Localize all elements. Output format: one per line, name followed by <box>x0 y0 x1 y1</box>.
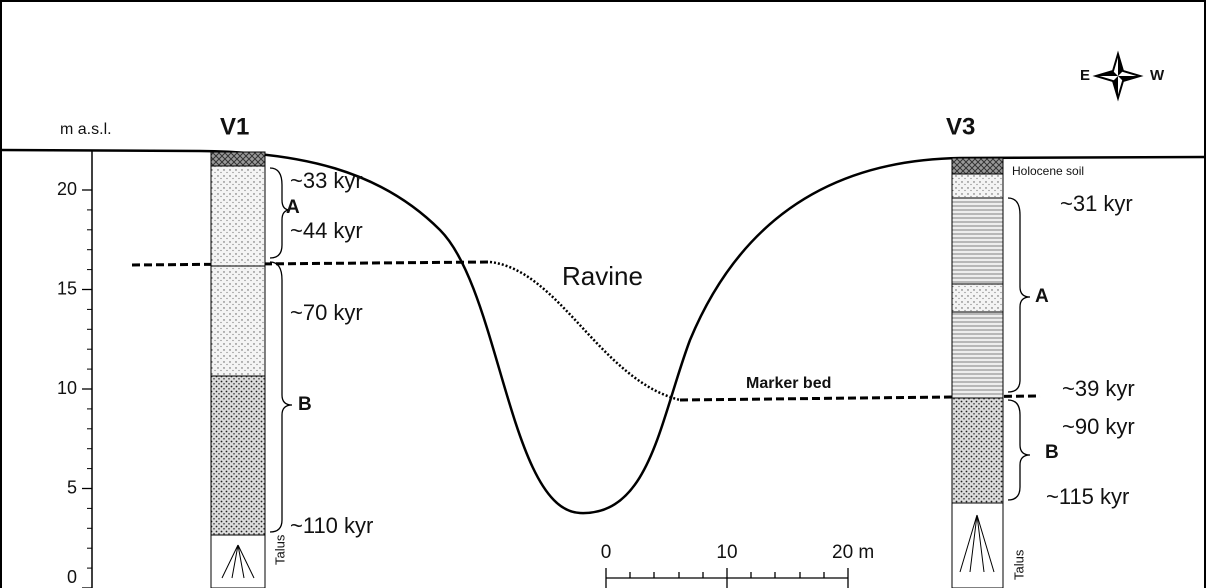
column-v3 <box>951 157 1004 588</box>
marker-line <box>131 260 491 267</box>
talus-label: Talus <box>1011 549 1026 580</box>
unit-label: A <box>286 197 300 218</box>
age-label: ~90 kyr <box>1062 414 1135 439</box>
compass-e: E <box>1080 67 1090 84</box>
scale-label: 10 <box>716 542 737 563</box>
age-label: ~33 kyr <box>290 168 363 193</box>
ravine-label: Ravine <box>562 261 643 291</box>
column-v1 <box>210 151 266 588</box>
column-title: V1 <box>220 113 249 140</box>
y-tick-label: 15 <box>57 278 77 298</box>
y-tick-label: 20 <box>57 179 77 199</box>
unit-label: A <box>1035 286 1049 307</box>
age-label: ~110 kyr <box>290 513 373 538</box>
age-label: ~115 kyr <box>1046 484 1129 509</box>
marker-bed-label: Marker bed <box>746 375 831 392</box>
talus-label: Talus <box>272 534 287 565</box>
scale-label: 0 <box>601 542 612 563</box>
y-tick-label: 0 <box>67 567 77 587</box>
y-tick-label: 5 <box>67 477 77 497</box>
age-label: ~44 kyr <box>290 218 363 243</box>
age-label: ~31 kyr <box>1060 191 1133 216</box>
compass-rose <box>1092 50 1144 102</box>
axis-label: m a.s.l. <box>60 121 112 138</box>
age-label: ~39 kyr <box>1062 376 1135 401</box>
unit-label: B <box>298 394 312 415</box>
y-tick-label: 10 <box>57 378 77 398</box>
ground-surface <box>0 148 1206 515</box>
age-label: ~70 kyr <box>290 300 363 325</box>
compass-w: W <box>1150 67 1165 84</box>
scale-label: 20 m <box>832 542 874 563</box>
scale-bar <box>605 568 849 588</box>
braces <box>269 167 1031 533</box>
column-title: V3 <box>946 113 975 140</box>
soil-label: Holocene soil <box>1012 164 1084 178</box>
unit-label: B <box>1045 442 1059 463</box>
